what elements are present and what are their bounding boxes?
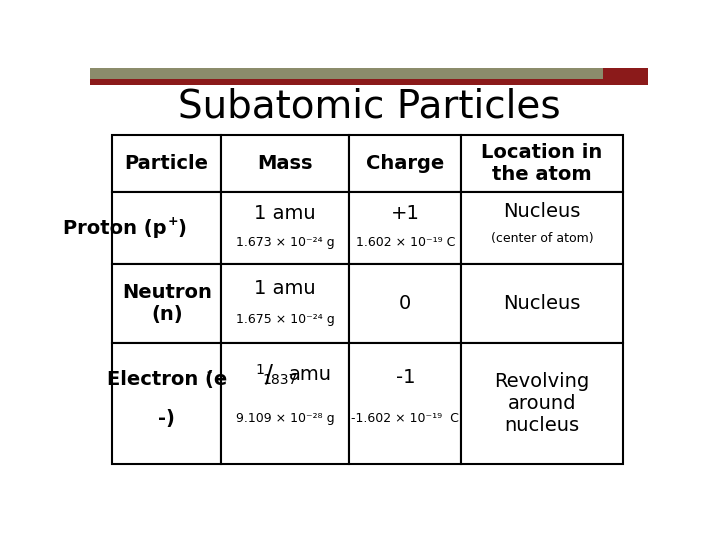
Bar: [112, 192, 221, 265]
Text: (center of atom): (center of atom): [490, 232, 593, 245]
Text: -: -: [206, 366, 211, 379]
Text: -1: -1: [395, 368, 415, 387]
Text: +: +: [168, 215, 179, 228]
Text: 1.675 × 10⁻²⁴ g: 1.675 × 10⁻²⁴ g: [236, 313, 335, 326]
Bar: [349, 192, 461, 265]
Text: 1.602 × 10⁻¹⁹ C: 1.602 × 10⁻¹⁹ C: [356, 236, 455, 249]
Bar: [461, 192, 623, 265]
Text: Nucleus: Nucleus: [503, 294, 580, 313]
Text: -): -): [158, 409, 175, 428]
Bar: [112, 136, 221, 192]
Bar: [90, 68, 603, 79]
Bar: [90, 79, 648, 85]
Bar: [461, 265, 623, 343]
Text: +1: +1: [391, 204, 420, 223]
Text: 0: 0: [399, 294, 411, 313]
Bar: [221, 265, 349, 343]
Text: amu: amu: [289, 365, 332, 384]
Text: Location in
the atom: Location in the atom: [482, 143, 603, 184]
Text: Electron (e: Electron (e: [107, 370, 227, 389]
Text: Proton (p: Proton (p: [63, 219, 167, 238]
Text: 1837: 1837: [262, 373, 297, 387]
Text: Nucleus: Nucleus: [503, 202, 580, 221]
Text: Mass: Mass: [258, 154, 313, 173]
Bar: [112, 343, 221, 464]
Bar: [221, 192, 349, 265]
Text: Charge: Charge: [366, 154, 444, 173]
Bar: [461, 343, 623, 464]
Text: -1.602 × 10⁻¹⁹  C: -1.602 × 10⁻¹⁹ C: [351, 411, 459, 424]
Bar: [603, 68, 648, 79]
Bar: [349, 343, 461, 464]
Text: 1 amu: 1 amu: [254, 279, 316, 298]
Text: 9.109 × 10⁻²⁸ g: 9.109 × 10⁻²⁸ g: [236, 411, 335, 424]
Text: Subatomic Particles: Subatomic Particles: [178, 87, 560, 125]
Bar: [221, 343, 349, 464]
Text: Neutron
(n): Neutron (n): [122, 284, 212, 325]
Text: 1.673 × 10⁻²⁴ g: 1.673 × 10⁻²⁴ g: [236, 236, 335, 249]
Text: 1: 1: [256, 363, 265, 377]
Bar: [112, 265, 221, 343]
Text: Revolving
around
nucleus: Revolving around nucleus: [495, 372, 590, 435]
Bar: [349, 136, 461, 192]
Text: 1 amu: 1 amu: [254, 204, 316, 223]
Bar: [461, 136, 623, 192]
Bar: [221, 136, 349, 192]
Bar: [349, 265, 461, 343]
Text: ): ): [178, 219, 186, 238]
Text: /: /: [264, 363, 273, 387]
Text: Particle: Particle: [125, 154, 209, 173]
